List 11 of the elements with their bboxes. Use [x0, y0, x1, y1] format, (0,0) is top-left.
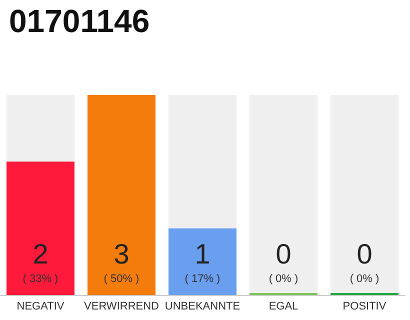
- data-label: 2 ( 33% ): [22, 238, 58, 285]
- chart-title: 01701146: [9, 3, 150, 39]
- x-tick-label: UNBEKANNTE: [164, 300, 240, 312]
- data-label: 0 ( 0% ): [350, 238, 380, 285]
- data-label: 1 ( 17% ): [184, 238, 220, 285]
- x-tick-label: VERWIRREND: [84, 300, 160, 312]
- data-label: 3 ( 50% ): [104, 238, 140, 285]
- x-tick-label: EGAL: [268, 300, 298, 312]
- data-label: 0 ( 0% ): [268, 238, 298, 285]
- x-tick-label: POSITIV: [342, 300, 387, 312]
- x-tick-label: NEGATIV: [16, 300, 65, 312]
